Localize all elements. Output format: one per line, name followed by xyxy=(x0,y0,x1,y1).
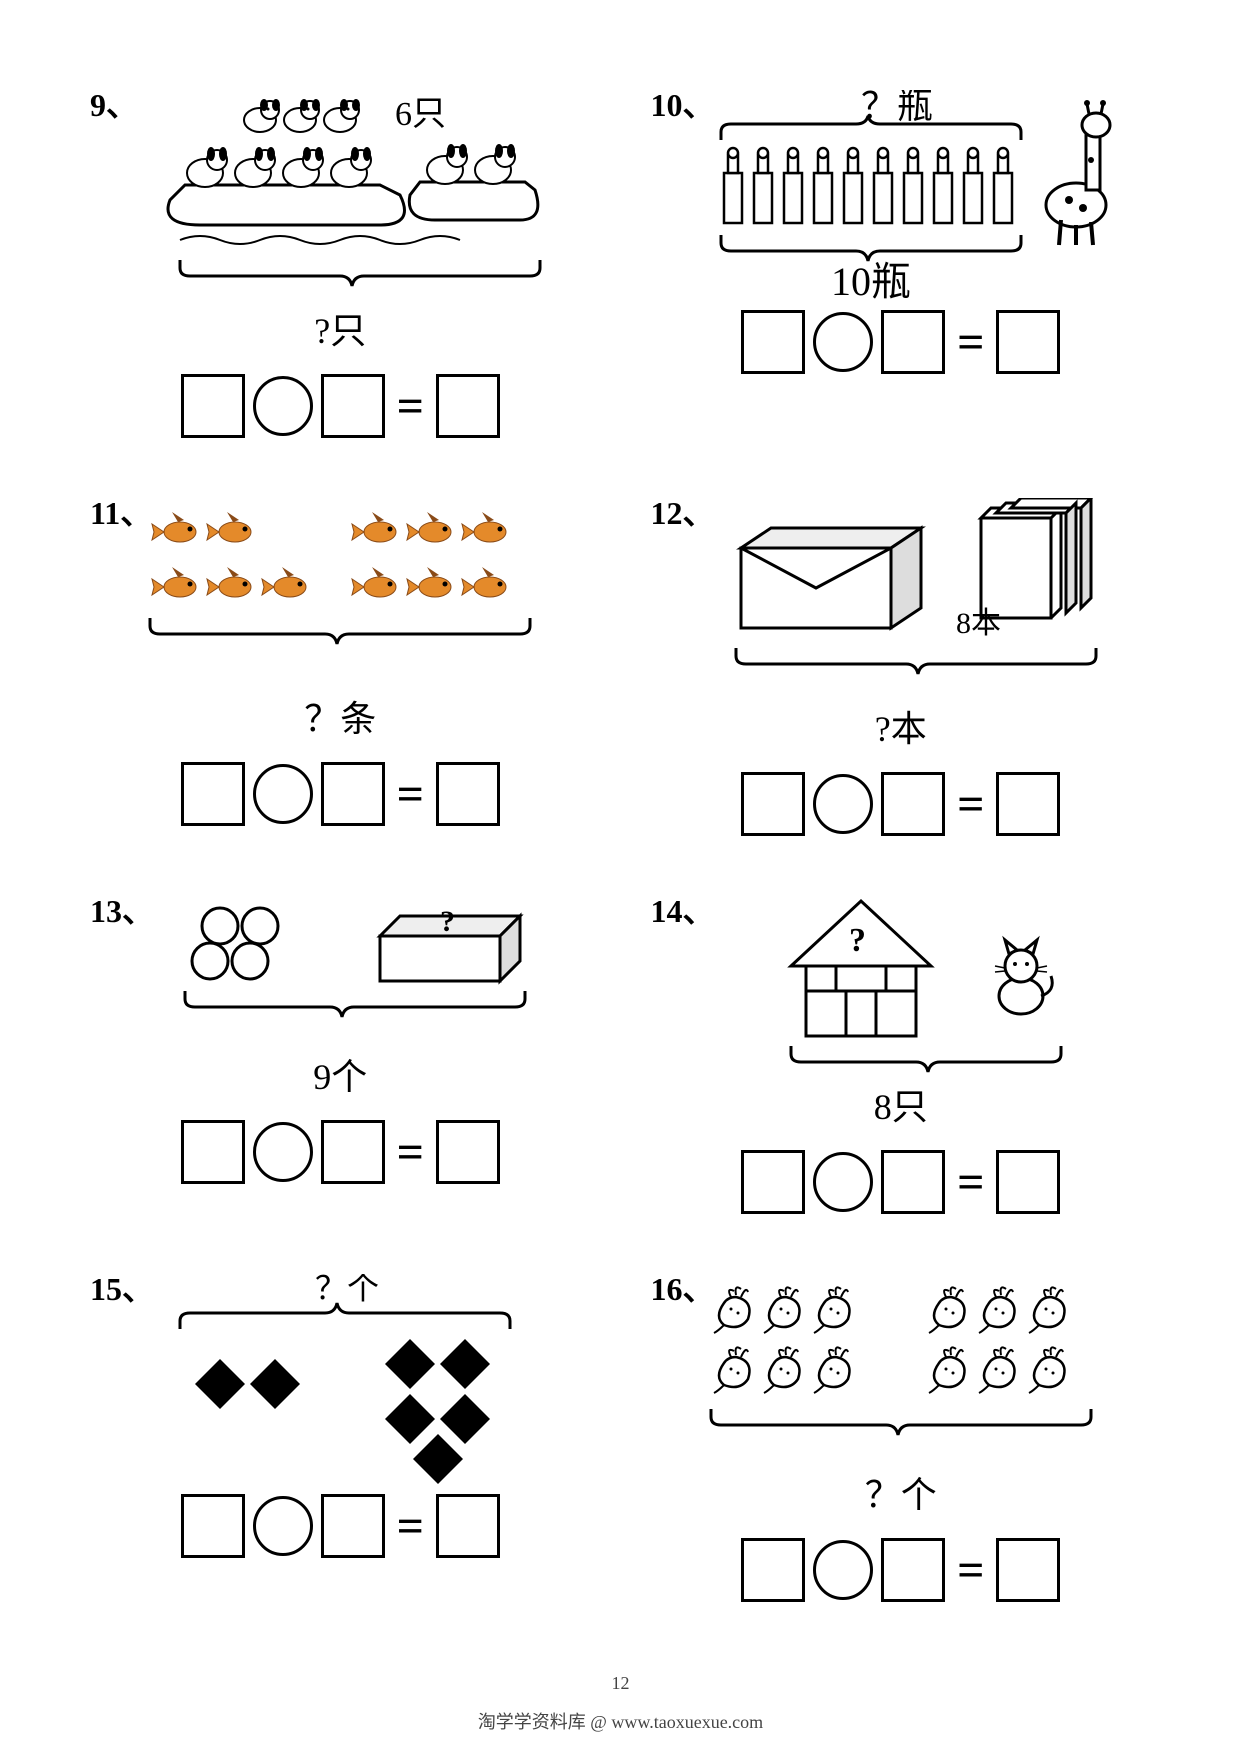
problem-12: 12、 xyxy=(641,488,1162,856)
equals-sign: = xyxy=(397,1125,424,1180)
operator-circle[interactable] xyxy=(813,774,873,834)
bottom-label: 10瓶 xyxy=(831,259,911,300)
equation-row: = xyxy=(741,1150,1060,1214)
footer-text: 淘学学资料库 @ www.taoxuexue.com xyxy=(0,1708,1241,1734)
equals-sign: = xyxy=(957,777,984,832)
giraffe-icon xyxy=(1046,100,1110,245)
balls-box-icon: ? xyxy=(130,896,550,1046)
answer-box[interactable] xyxy=(436,1120,500,1184)
problem-image: ? xyxy=(641,896,1162,1140)
answer-box[interactable] xyxy=(321,1494,385,1558)
answer-box[interactable] xyxy=(436,374,500,438)
top-label: ？个 xyxy=(315,1274,379,1306)
answer-box[interactable] xyxy=(321,762,385,826)
problem-number: 10、 xyxy=(651,80,715,126)
answer-box[interactable] xyxy=(881,1150,945,1214)
answer-box[interactable] xyxy=(321,374,385,438)
problem-number: 12、 xyxy=(651,488,715,534)
bottom-label: 8只 xyxy=(874,1078,928,1130)
operator-circle[interactable] xyxy=(813,1540,873,1600)
page-number: 12 xyxy=(0,1673,1241,1694)
question-mark: ? xyxy=(440,905,455,938)
question-mark: ? xyxy=(849,922,866,959)
answer-box[interactable] xyxy=(741,772,805,836)
equals-sign: = xyxy=(957,1543,984,1598)
inner-label: 8本 xyxy=(956,607,1001,640)
equation-row: = xyxy=(741,772,1060,836)
answer-box[interactable] xyxy=(881,1538,945,1602)
equation-row: = xyxy=(741,1538,1060,1602)
answer-box[interactable] xyxy=(996,310,1060,374)
problem-image: 6只 xyxy=(80,90,601,364)
bottles-giraffe-icon: ？瓶 xyxy=(671,90,1131,300)
answer-box[interactable] xyxy=(181,374,245,438)
equation-row: = xyxy=(741,310,1060,374)
operator-circle[interactable] xyxy=(813,1152,873,1212)
problem-image: ? 9个 xyxy=(80,896,601,1110)
bottom-label: ？条 xyxy=(304,690,376,742)
problem-10: 10、 ？瓶 xyxy=(641,80,1162,458)
problem-number: 15、 xyxy=(90,1264,154,1310)
answer-box[interactable] xyxy=(996,1538,1060,1602)
answer-box[interactable] xyxy=(436,762,500,826)
problem-image: ？个 xyxy=(80,1274,601,1484)
top-label: 6只 xyxy=(395,96,446,133)
problem-9: 9、 6只 xyxy=(80,80,601,458)
problem-grid: 9、 6只 xyxy=(80,80,1161,1622)
goldfish-icon xyxy=(110,498,570,688)
bottom-label: ?只 xyxy=(314,302,366,354)
answer-box[interactable] xyxy=(881,310,945,374)
problem-image: 8本 ?本 xyxy=(641,498,1162,762)
dogs-boat-icon: 6只 xyxy=(130,90,550,300)
box-books-icon: 8本 xyxy=(681,498,1121,698)
answer-box[interactable] xyxy=(741,1538,805,1602)
problem-11: 11、 xyxy=(80,488,601,856)
answer-box[interactable] xyxy=(181,1494,245,1558)
bottom-label: ?本 xyxy=(875,700,927,752)
problem-number: 11、 xyxy=(90,488,152,534)
problem-number: 13、 xyxy=(90,886,154,932)
equation-row: = xyxy=(181,1494,500,1558)
answer-box[interactable] xyxy=(996,772,1060,836)
problem-13: 13、 ? xyxy=(80,886,601,1234)
operator-circle[interactable] xyxy=(253,1122,313,1182)
answer-box[interactable] xyxy=(741,310,805,374)
problem-16: 16、 xyxy=(641,1264,1162,1622)
problem-image: ？瓶 xyxy=(641,90,1162,300)
answer-box[interactable] xyxy=(321,1120,385,1184)
answer-box[interactable] xyxy=(181,1120,245,1184)
operator-circle[interactable] xyxy=(253,376,313,436)
answer-box[interactable] xyxy=(996,1150,1060,1214)
cat-icon xyxy=(995,940,1052,1014)
equation-row: = xyxy=(181,1120,500,1184)
equals-sign: = xyxy=(957,315,984,370)
bottom-label: ？个 xyxy=(865,1466,937,1518)
equals-sign: = xyxy=(397,1499,424,1554)
problem-number: 9、 xyxy=(90,80,138,126)
problem-number: 16、 xyxy=(651,1264,715,1310)
operator-circle[interactable] xyxy=(253,1496,313,1556)
problem-15: 15、 ？个 xyxy=(80,1264,601,1622)
equals-sign: = xyxy=(397,767,424,822)
problem-number: 14、 xyxy=(651,886,715,932)
operator-circle[interactable] xyxy=(813,312,873,372)
answer-box[interactable] xyxy=(436,1494,500,1558)
equation-row: = xyxy=(181,374,500,438)
worksheet-page: 9、 6只 xyxy=(0,0,1241,1754)
equals-sign: = xyxy=(397,379,424,434)
answer-box[interactable] xyxy=(181,762,245,826)
answer-box[interactable] xyxy=(881,772,945,836)
radish-icon xyxy=(671,1274,1131,1464)
bottom-label: 9个 xyxy=(313,1048,367,1100)
equation-row: = xyxy=(181,762,500,826)
house-cat-icon: ? xyxy=(691,896,1111,1076)
operator-circle[interactable] xyxy=(253,764,313,824)
diamonds-icon: ？个 xyxy=(130,1274,550,1484)
problem-14: 14、 ? xyxy=(641,886,1162,1234)
problem-image: ？个 xyxy=(641,1274,1162,1528)
problem-image: ？条 xyxy=(80,498,601,752)
answer-box[interactable] xyxy=(741,1150,805,1214)
equals-sign: = xyxy=(957,1155,984,1210)
